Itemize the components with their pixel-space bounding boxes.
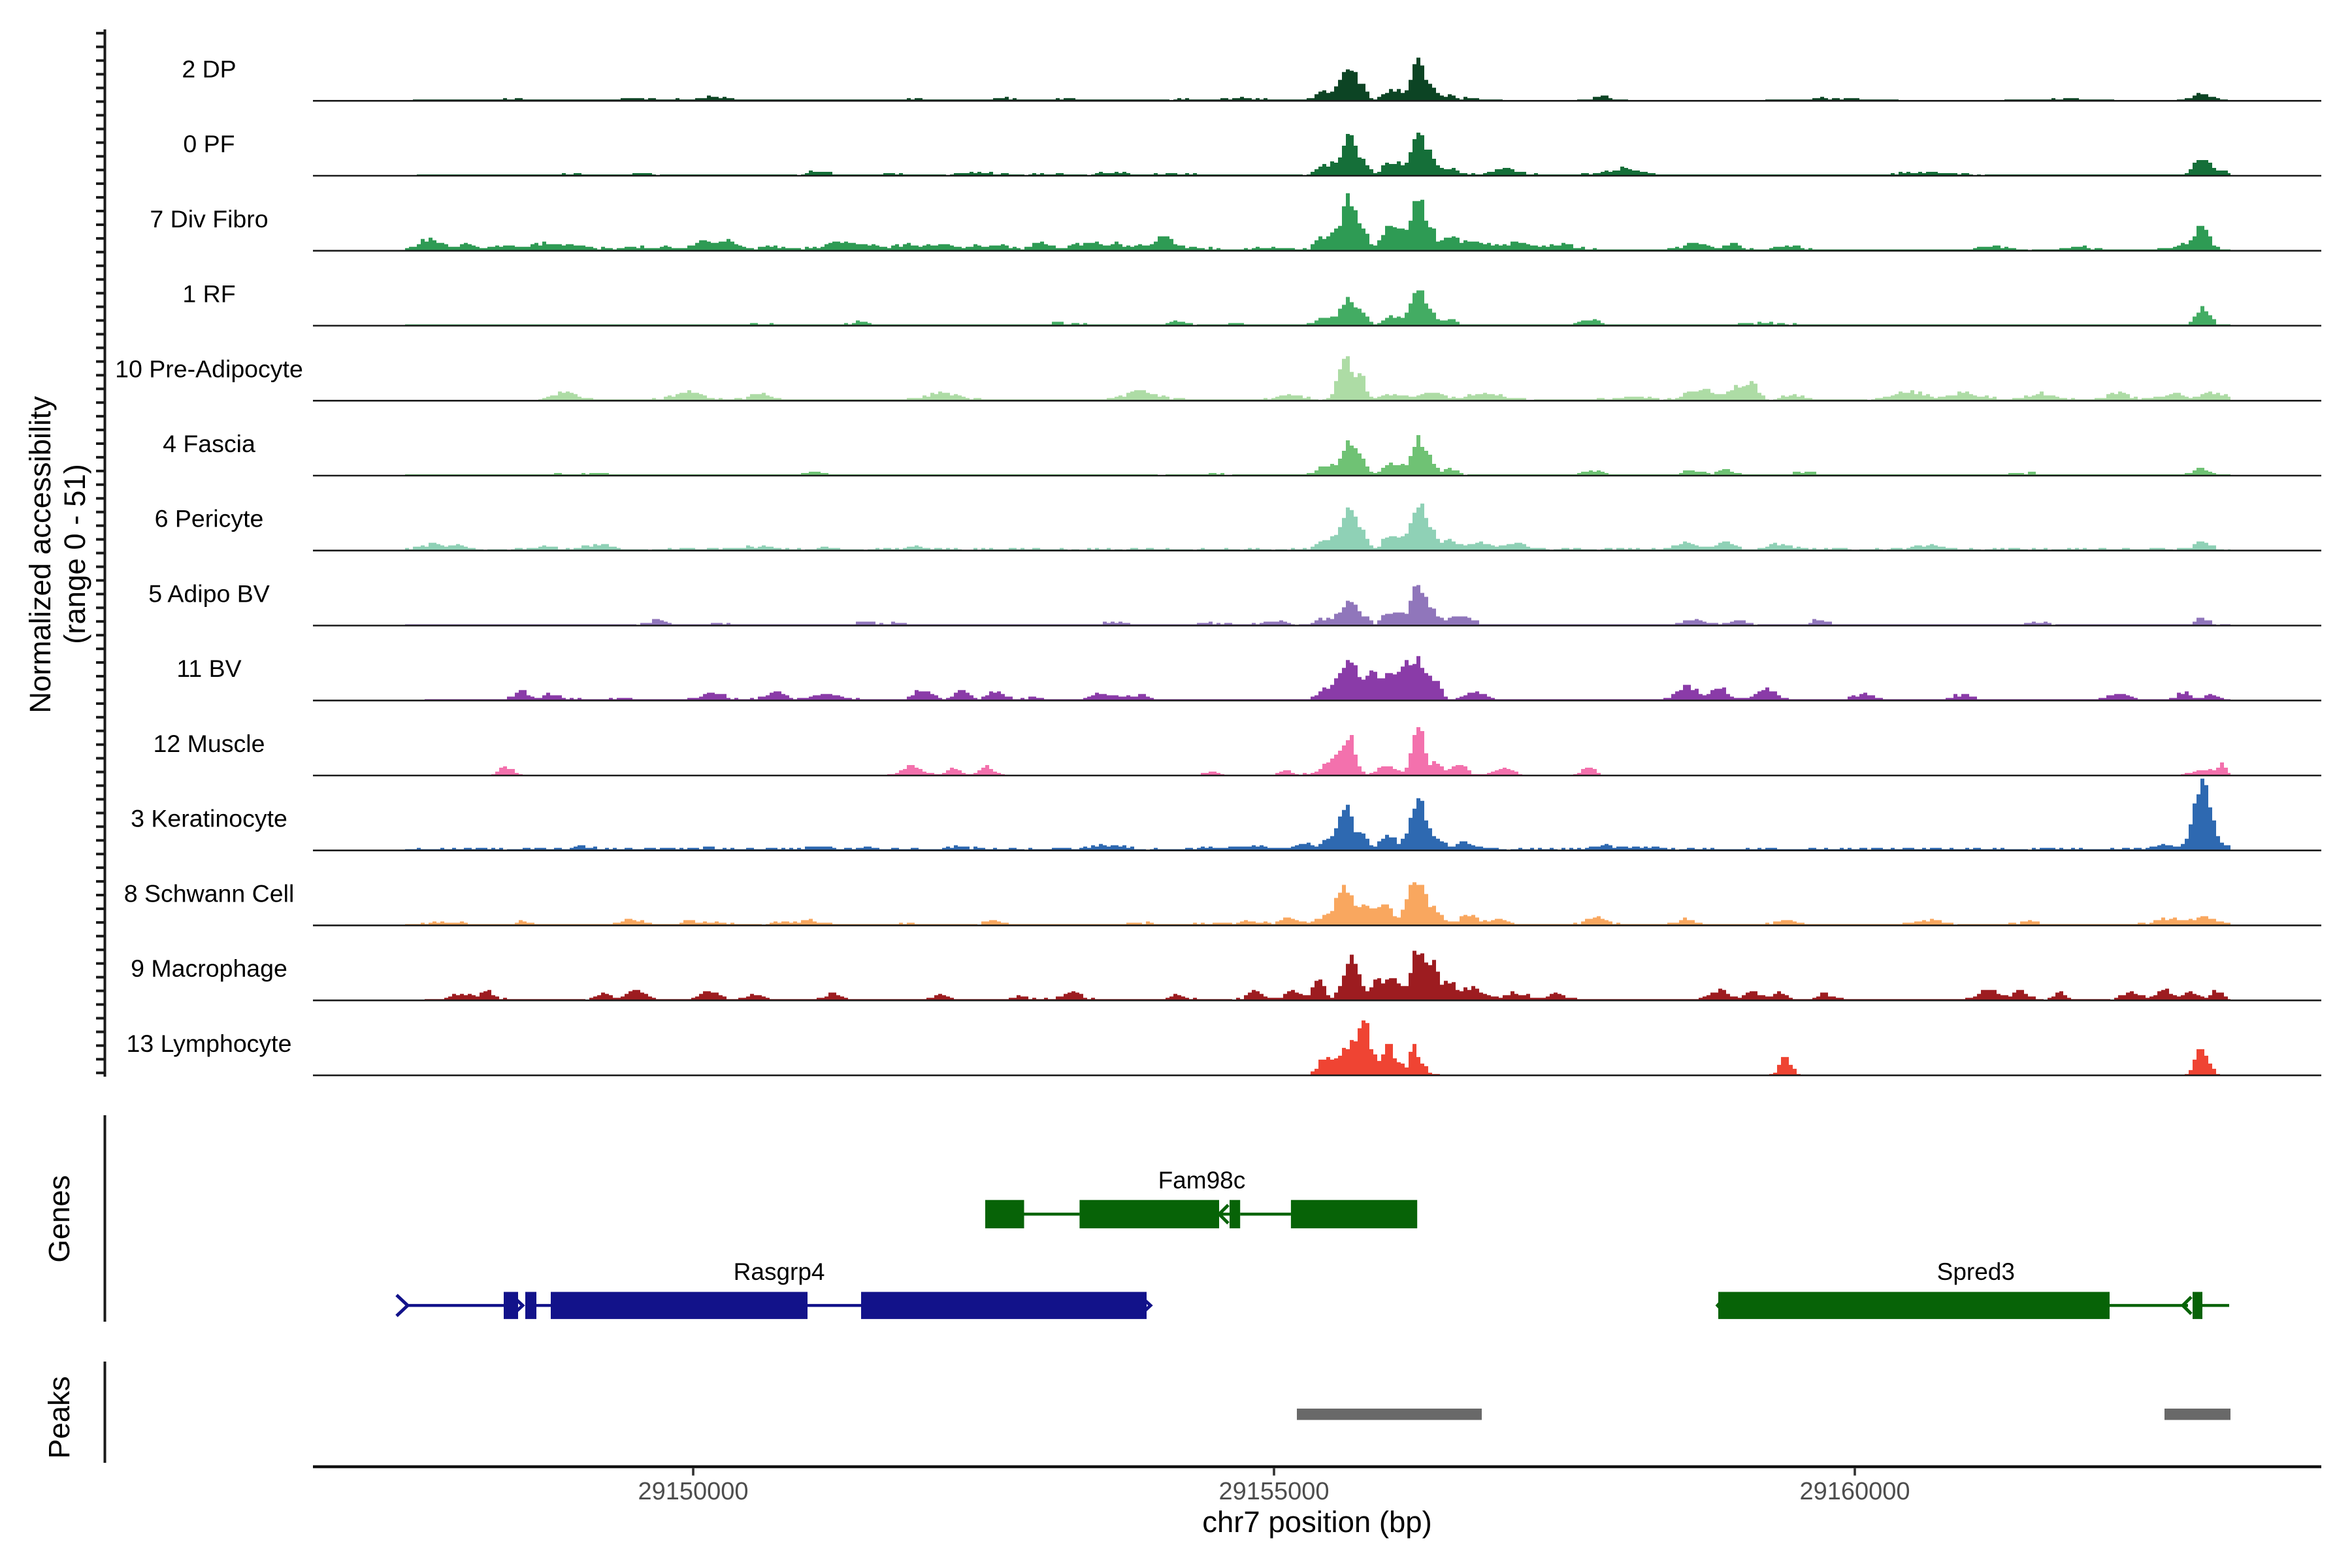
svg-text:29150000: 29150000 xyxy=(638,1478,748,1505)
svg-text:29155000: 29155000 xyxy=(1218,1478,1329,1505)
svg-text:1 RF: 1 RF xyxy=(182,280,235,308)
svg-text:11 BV: 11 BV xyxy=(176,655,241,682)
svg-text:Normalized accessibility: Normalized accessibility xyxy=(24,396,57,713)
svg-text:Peaks: Peaks xyxy=(42,1376,76,1458)
svg-text:0 PF: 0 PF xyxy=(183,130,235,157)
svg-text:3 Keratinocyte: 3 Keratinocyte xyxy=(131,805,287,832)
svg-text:Spred3: Spred3 xyxy=(1937,1258,2015,1285)
svg-text:5 Adipo BV: 5 Adipo BV xyxy=(148,580,270,608)
svg-text:Fam98c: Fam98c xyxy=(1158,1167,1246,1194)
svg-text:(range 0 - 51): (range 0 - 51) xyxy=(58,464,91,644)
svg-text:8 Schwann Cell: 8 Schwann Cell xyxy=(124,879,295,907)
svg-text:29160000: 29160000 xyxy=(1799,1478,1910,1505)
svg-text:9 Macrophage: 9 Macrophage xyxy=(131,955,287,982)
svg-text:12 Muscle: 12 Muscle xyxy=(154,730,265,757)
svg-text:6 Pericyte: 6 Pericyte xyxy=(155,505,264,532)
svg-text:chr7 position (bp): chr7 position (bp) xyxy=(1202,1505,1432,1539)
svg-text:4 Fascia: 4 Fascia xyxy=(163,430,255,457)
svg-text:10 Pre-Adipocyte: 10 Pre-Adipocyte xyxy=(115,355,303,382)
svg-text:Genes: Genes xyxy=(42,1175,76,1263)
svg-text:Rasgrp4: Rasgrp4 xyxy=(734,1258,825,1285)
svg-text:2 DP: 2 DP xyxy=(182,55,236,82)
svg-text:13 Lymphocyte: 13 Lymphocyte xyxy=(127,1030,292,1057)
svg-text:7 Div Fibro: 7 Div Fibro xyxy=(150,205,268,233)
